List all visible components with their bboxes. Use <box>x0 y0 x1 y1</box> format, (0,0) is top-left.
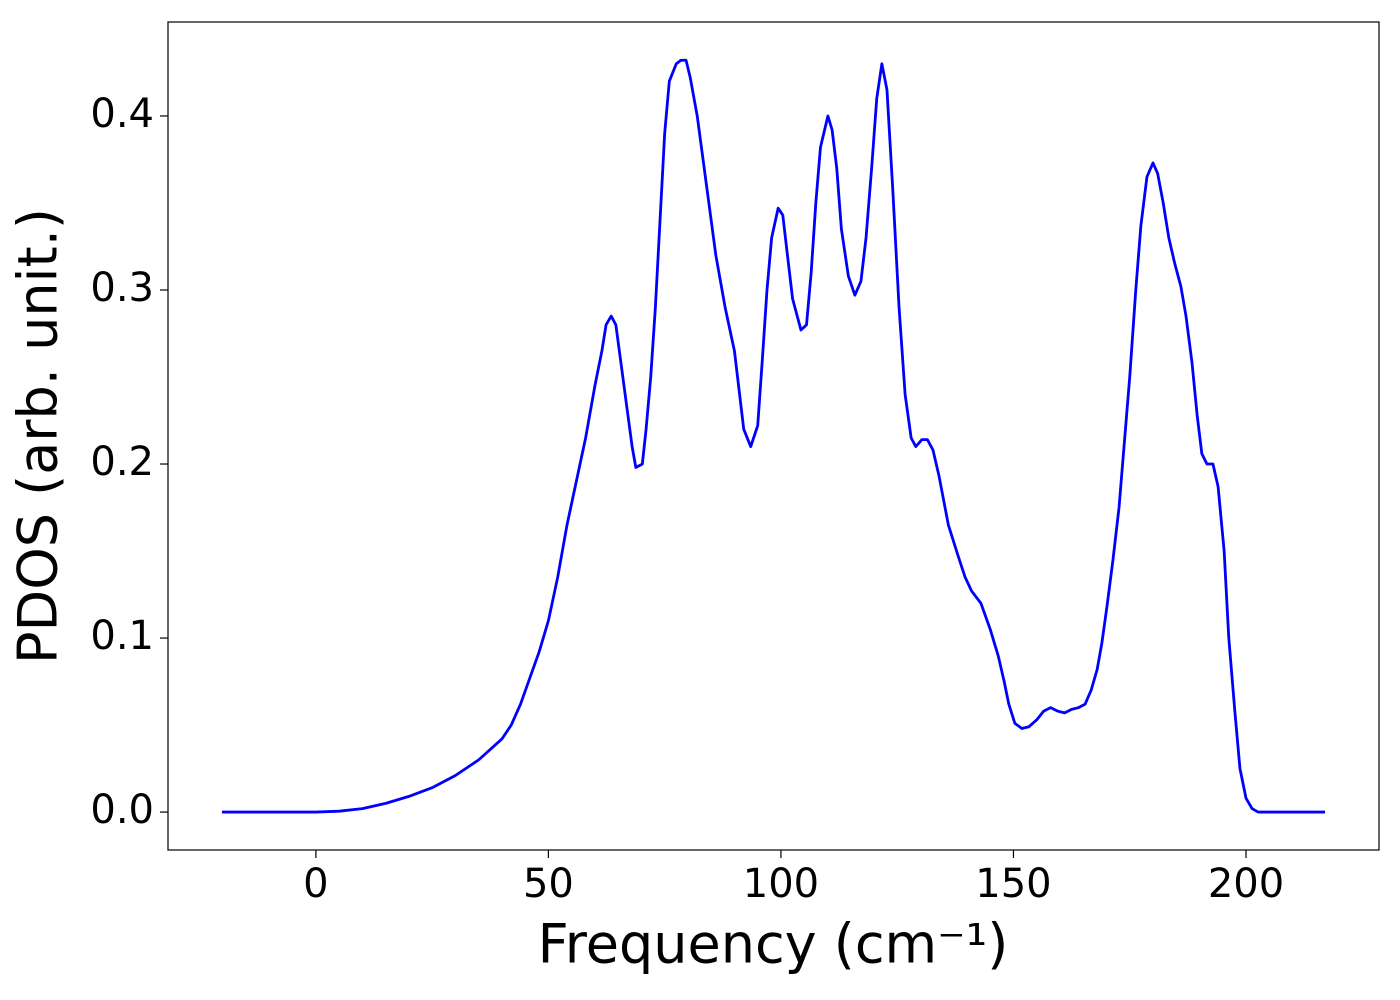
x-tick-label: 200 <box>1208 861 1284 907</box>
y-axis-label: PDOS (arb. unit.) <box>7 208 70 664</box>
x-tick-label: 150 <box>975 861 1051 907</box>
x-tick-label: 0 <box>303 861 328 907</box>
x-axis-label: Frequency (cm⁻¹) <box>538 913 1009 976</box>
y-tick-label: 0.4 <box>90 91 154 137</box>
plot-frame <box>167 21 1380 851</box>
y-tick-label: 0.3 <box>90 265 154 311</box>
x-tick-label: 50 <box>523 861 574 907</box>
y-tick-label: 0.0 <box>90 787 154 833</box>
y-tick-label: 0.1 <box>90 613 154 659</box>
x-tick-label: 100 <box>743 861 819 907</box>
pdos-line <box>221 58 1326 814</box>
y-tick-label: 0.2 <box>90 439 154 485</box>
